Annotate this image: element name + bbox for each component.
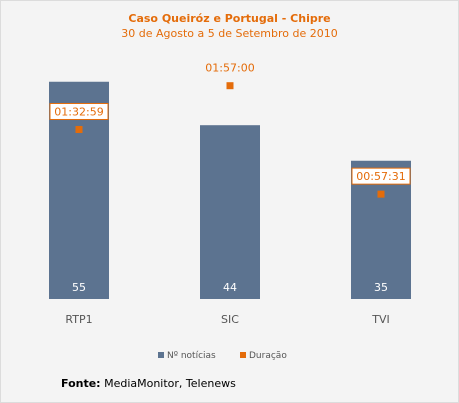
bar-label-rtp1: 55: [72, 281, 86, 294]
legend-swatch-noticias: [158, 352, 164, 358]
duration-label-sic: 01:57:00: [205, 62, 254, 75]
duration-point-sic: [226, 82, 234, 90]
legend-label-noticias: Nº notícias: [167, 351, 216, 361]
legend-label-duracao: Duração: [249, 351, 287, 361]
category-label-rtp1: RTP1: [65, 313, 92, 326]
duration-label-box-rtp1: [49, 102, 109, 120]
bar-label-sic: 44: [223, 281, 237, 294]
duration-label-tvi: 00:57:31: [356, 170, 405, 183]
source-label: Fonte:: [61, 377, 101, 390]
chart-title: Caso Queiróz e Portugal - Chipre: [128, 12, 331, 25]
duration-label-rtp1: 01:32:59: [54, 105, 103, 118]
bar-label-tvi: 35: [374, 281, 388, 294]
duration-point-rtp1: [75, 125, 83, 133]
duration-label-box-tvi: [351, 167, 411, 185]
legend-swatch-duracao: [240, 352, 246, 358]
category-label-sic: SIC: [221, 313, 239, 326]
source-text: MediaMonitor, Telenews: [100, 377, 236, 390]
chart-subtitle: 30 de Agosto a 5 de Setembro de 2010: [121, 27, 338, 40]
bar-sic: [200, 125, 260, 299]
source-note: Fonte: MediaMonitor, Telenews: [61, 377, 236, 390]
category-label-tvi: TVI: [371, 313, 390, 326]
duration-point-tvi: [377, 190, 385, 198]
